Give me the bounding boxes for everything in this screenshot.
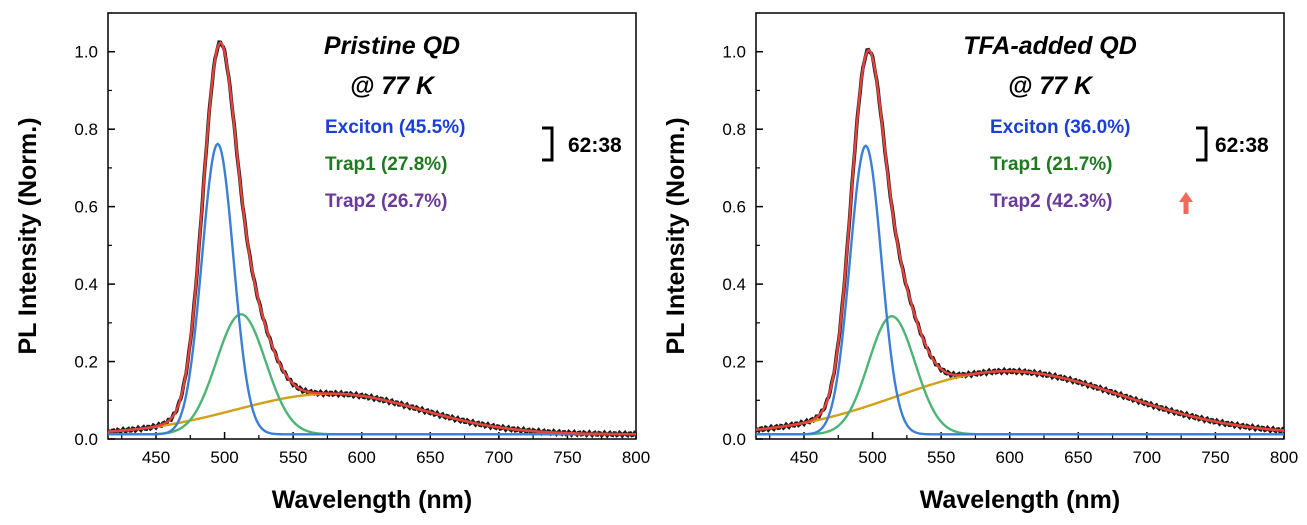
- x-tick-label: 450: [790, 448, 818, 467]
- y-tick-label: 0.8: [722, 120, 746, 139]
- x-tick-label: 600: [348, 448, 376, 467]
- legend-entry: Trap2 (26.7%): [325, 191, 448, 212]
- y-tick-label: 1.0: [74, 43, 98, 62]
- ratio-label: 62:38: [1215, 134, 1269, 157]
- y-axis-label: PL Intensity (Norm.): [14, 117, 42, 354]
- y-tick-label: 0.8: [74, 120, 98, 139]
- y-tick-label: 0.2: [722, 353, 746, 372]
- plot-frame: [107, 12, 637, 440]
- series-measured: [756, 47, 1284, 434]
- chart-title-line1: TFA-added QD: [963, 32, 1137, 60]
- x-tick-label: 700: [485, 448, 513, 467]
- legend-entry: Exciton (36.0%): [990, 117, 1130, 138]
- y-tick-label: 0.6: [722, 198, 746, 217]
- x-tick-label: 650: [1064, 448, 1092, 467]
- x-tick-label: 500: [858, 448, 886, 467]
- y-tick-label: 0.0: [722, 430, 746, 449]
- chart-title-line2: @ 77 K: [350, 72, 436, 100]
- series-fit: [108, 41, 636, 436]
- y-tick-label: 0.0: [74, 430, 98, 449]
- x-axis-label: Wavelength (nm): [920, 486, 1120, 514]
- chart-panel-2: 450 500 550 600 650 700 750 800 0.0 0.2 0.4 0.6 0.8 1…: [662, 12, 1298, 514]
- y-tick-label: 0.6: [74, 198, 98, 217]
- x-tick-label: 750: [1201, 448, 1229, 467]
- ratio-label: 62:38: [568, 134, 622, 157]
- x-tick-label: 550: [927, 448, 955, 467]
- curves: [108, 40, 636, 439]
- ratio-bracket: [542, 126, 554, 162]
- legend-entry: Trap1 (27.8%): [325, 154, 448, 175]
- x-tick-label: 550: [279, 448, 307, 467]
- plot-frame: [755, 12, 1285, 440]
- chart-panel-1: 450 500 550 600 650 700 750 800 0.0 0.2 0.4 0.6 0.8 1…: [14, 12, 650, 514]
- x-tick-label: 700: [1133, 448, 1161, 467]
- series-exciton: [108, 142, 636, 436]
- legend-entry: Trap1 (21.7%): [990, 154, 1113, 175]
- y-tick-label: 0.4: [74, 275, 98, 294]
- x-tick-label: 650: [416, 448, 444, 467]
- y-tick-label: 1.0: [722, 43, 746, 62]
- legend-entry: Exciton (45.5%): [325, 117, 465, 138]
- x-tick-label: 800: [1270, 448, 1298, 467]
- x-tick-label: 450: [142, 448, 170, 467]
- x-tick-label: 600: [996, 448, 1024, 467]
- series-measured: [108, 40, 636, 439]
- chart-title-line2: @ 77 K: [1008, 72, 1094, 100]
- chart-title-line1: Pristine QD: [324, 32, 460, 60]
- x-axis-label: Wavelength (nm): [272, 486, 472, 514]
- ratio-bracket: [1196, 126, 1208, 162]
- x-tick-label: 800: [622, 448, 650, 467]
- x-tick-label: 500: [210, 448, 238, 467]
- y-axis-label: PL Intensity (Norm.): [662, 117, 690, 354]
- y-tick-label: 0.4: [722, 275, 746, 294]
- series-fit: [756, 48, 1284, 432]
- curves: [756, 47, 1284, 436]
- series-exciton: [756, 144, 1284, 436]
- x-tick-label: 750: [553, 448, 581, 467]
- legend-entry: Trap2 (42.3%): [990, 191, 1113, 212]
- y-tick-label: 0.2: [74, 353, 98, 372]
- increase-arrow-icon: [1179, 192, 1193, 214]
